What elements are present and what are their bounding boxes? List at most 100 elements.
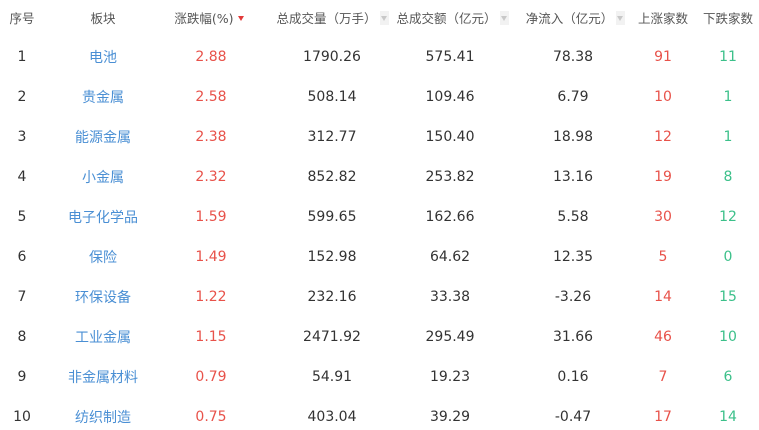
cell-amount: 109.46 [425,89,475,105]
cell-rank: 6 [17,249,27,265]
header-change-label: 涨跌幅(%) [174,11,234,26]
cell-amount: 33.38 [429,289,471,305]
cell-amount: 253.82 [425,169,475,185]
cell-volume: 508.14 [307,89,357,105]
cell-netflow: 0.16 [557,369,589,385]
cell-up: 17 [654,409,672,425]
sort-icon[interactable] [616,10,626,25]
cell-netflow: 6.79 [557,89,589,105]
cell-change: 1.49 [195,249,227,265]
sort-icon[interactable] [379,10,389,25]
header-change[interactable]: 涨跌幅(%) [160,0,260,35]
cell-volume: 152.98 [307,249,357,265]
cell-up: 7 [658,369,668,385]
table-row[interactable]: 9 非金属材料 0.79 54.91 19.23 0.16 7 6 [0,357,759,397]
sector-link[interactable]: 纺织制造 [75,410,131,426]
cell-rank: 8 [17,329,27,345]
table-row[interactable]: 6 保险 1.49 152.98 64.62 12.35 5 0 [0,237,759,277]
header-amount[interactable]: 总成交额（亿元） [390,0,515,35]
sector-link[interactable]: 贵金属 [82,90,124,106]
cell-change: 0.79 [195,369,227,385]
table-row[interactable]: 8 工业金属 1.15 2471.92 295.49 31.66 46 10 [0,317,759,357]
header-rank: 序号 [9,11,35,26]
cell-amount: 575.41 [425,49,475,65]
table-row[interactable]: 10 纺织制造 0.75 403.04 39.29 -0.47 17 14 [0,397,759,430]
cell-netflow: 31.66 [552,329,594,345]
cell-volume: 403.04 [307,409,357,425]
cell-up: 19 [654,169,672,185]
cell-down: 6 [723,369,733,385]
sector-link[interactable]: 小金属 [82,170,124,186]
sort-icon[interactable] [499,10,509,25]
sector-link[interactable]: 工业金属 [75,330,131,346]
cell-amount: 19.23 [429,369,471,385]
cell-volume: 2471.92 [303,329,361,345]
cell-netflow: 12.35 [552,249,594,265]
cell-rank: 1 [17,49,27,65]
sector-link[interactable]: 非金属材料 [68,370,138,386]
header-netflow[interactable]: 净流入（亿元） [518,0,633,35]
cell-up: 30 [654,209,672,225]
cell-rank: 5 [17,209,27,225]
table-row[interactable]: 5 电子化学品 1.59 599.65 162.66 5.58 30 12 [0,197,759,237]
table-header: 序号 板块 涨跌幅(%) 总成交量（万手） 总成交额（亿元） 净流入（亿元） 上… [0,0,759,35]
cell-up: 10 [654,89,672,105]
sector-link[interactable]: 电池 [89,50,117,66]
cell-down: 11 [719,49,737,65]
cell-volume: 852.82 [307,169,357,185]
header-up: 上涨家数 [637,11,688,26]
cell-up: 12 [654,129,672,145]
cell-down: 14 [719,409,737,425]
table-row[interactable]: 4 小金属 2.32 852.82 253.82 13.16 19 8 [0,157,759,197]
cell-rank: 2 [17,89,27,105]
cell-down: 1 [723,129,733,145]
cell-volume: 599.65 [307,209,357,225]
header-sector: 板块 [90,11,116,26]
sector-link[interactable]: 保险 [89,250,117,266]
table-row[interactable]: 2 贵金属 2.58 508.14 109.46 6.79 10 1 [0,77,759,117]
header-down: 下跌家数 [702,11,753,26]
cell-amount: 162.66 [425,209,475,225]
sort-desc-icon[interactable] [237,11,246,25]
header-volume[interactable]: 总成交量（万手） [270,0,395,35]
sector-link[interactable]: 能源金属 [75,130,131,146]
sector-link[interactable]: 电子化学品 [68,210,138,226]
sector-link[interactable]: 环保设备 [75,290,131,306]
cell-down: 8 [723,169,733,185]
table-row[interactable]: 7 环保设备 1.22 232.16 33.38 -3.26 14 15 [0,277,759,317]
cell-up: 14 [654,289,672,305]
cell-amount: 150.40 [425,129,475,145]
cell-down: 10 [719,329,737,345]
cell-down: 12 [719,209,737,225]
cell-volume: 54.91 [311,369,353,385]
table-row[interactable]: 3 能源金属 2.38 312.77 150.40 18.98 12 1 [0,117,759,157]
header-amount-label: 总成交额（亿元） [396,11,497,26]
cell-netflow: 5.58 [557,209,589,225]
cell-change: 2.58 [195,89,227,105]
cell-netflow: 13.16 [552,169,594,185]
cell-netflow: -3.26 [554,289,592,305]
cell-volume: 232.16 [307,289,357,305]
cell-volume: 312.77 [307,129,357,145]
cell-up: 5 [658,249,668,265]
header-volume-label: 总成交量（万手） [276,11,377,26]
table-row[interactable]: 1 电池 2.88 1790.26 575.41 78.38 91 11 [0,37,759,77]
header-netflow-label: 净流入（亿元） [525,11,614,26]
cell-amount: 64.62 [429,249,471,265]
cell-netflow: -0.47 [554,409,592,425]
cell-down: 1 [723,89,733,105]
cell-change: 1.59 [195,209,227,225]
cell-volume: 1790.26 [303,49,361,65]
cell-down: 0 [723,249,733,265]
cell-change: 1.15 [195,329,227,345]
cell-netflow: 78.38 [552,49,594,65]
cell-rank: 3 [17,129,27,145]
cell-change: 2.38 [195,129,227,145]
cell-up: 46 [654,329,672,345]
cell-change: 2.88 [195,49,227,65]
cell-down: 15 [719,289,737,305]
cell-amount: 295.49 [425,329,475,345]
cell-rank: 4 [17,169,27,185]
cell-netflow: 18.98 [552,129,594,145]
